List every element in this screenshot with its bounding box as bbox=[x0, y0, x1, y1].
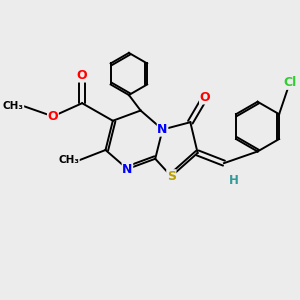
Text: CH₃: CH₃ bbox=[58, 155, 79, 165]
Text: S: S bbox=[167, 170, 176, 183]
Text: H: H bbox=[229, 174, 239, 187]
Text: Cl: Cl bbox=[283, 76, 296, 89]
Text: N: N bbox=[122, 163, 133, 176]
Text: O: O bbox=[77, 69, 87, 82]
Text: CH₃: CH₃ bbox=[3, 101, 24, 111]
Text: N: N bbox=[158, 123, 168, 136]
Text: O: O bbox=[48, 110, 58, 123]
Text: O: O bbox=[200, 91, 210, 104]
